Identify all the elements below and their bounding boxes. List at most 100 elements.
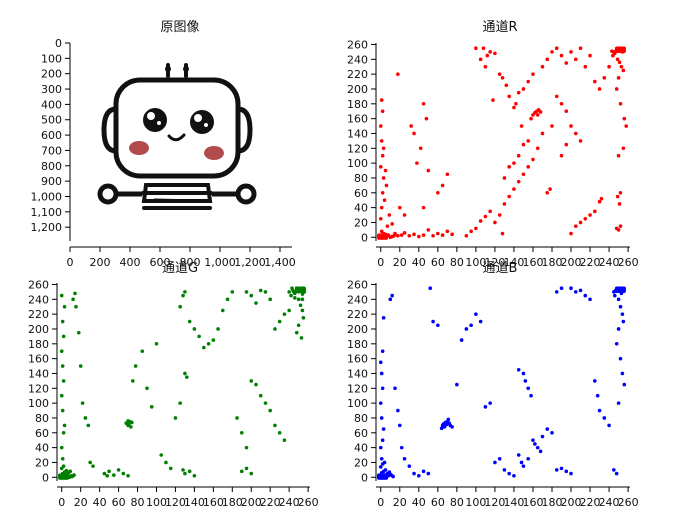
data-point bbox=[384, 183, 389, 188]
data-point bbox=[380, 349, 385, 354]
x-tick-label: 40 bbox=[93, 496, 107, 509]
data-point bbox=[381, 427, 386, 431]
x-tick-label: 40 bbox=[412, 256, 426, 269]
data-point bbox=[60, 364, 65, 368]
data-point bbox=[488, 401, 492, 405]
data-point bbox=[381, 146, 386, 151]
data-point bbox=[244, 290, 249, 294]
chart-title: 原图像 bbox=[160, 20, 199, 35]
x-tick-label: 260 bbox=[618, 256, 639, 269]
data-point bbox=[378, 465, 383, 469]
data-point bbox=[617, 60, 622, 65]
y-tick-label: 160 bbox=[347, 353, 368, 366]
data-point bbox=[302, 286, 306, 291]
data-point bbox=[611, 53, 615, 58]
data-point bbox=[399, 445, 404, 450]
y-tick-label: 20 bbox=[354, 216, 368, 229]
data-point bbox=[282, 438, 287, 443]
data-point bbox=[616, 297, 621, 302]
data-point bbox=[622, 286, 626, 291]
data-point bbox=[540, 434, 545, 439]
data-point bbox=[384, 473, 389, 477]
data-point bbox=[380, 190, 385, 195]
y-tick-label: 120 bbox=[28, 382, 49, 395]
x-tick-label: 0 bbox=[377, 256, 384, 269]
data-point bbox=[569, 231, 573, 236]
data-point bbox=[396, 408, 400, 413]
data-point bbox=[516, 90, 521, 95]
data-point bbox=[597, 199, 602, 204]
data-point bbox=[569, 50, 573, 54]
data-point bbox=[621, 146, 626, 151]
chart-title: 通道G bbox=[162, 261, 198, 276]
data-point bbox=[185, 375, 189, 379]
y-tick-label: 220 bbox=[28, 308, 49, 321]
data-point bbox=[618, 304, 623, 309]
axes: 0 200 400 600 800 1,0001,2001,400010020030040… bbox=[31, 37, 296, 269]
data-point bbox=[379, 456, 384, 461]
data-point bbox=[583, 64, 588, 69]
data-point bbox=[554, 46, 559, 50]
data-point bbox=[380, 153, 385, 158]
data-point bbox=[578, 139, 583, 143]
data-point bbox=[379, 205, 384, 210]
data-point bbox=[616, 76, 621, 80]
data-point bbox=[602, 76, 607, 80]
data-point bbox=[258, 393, 263, 398]
data-point bbox=[412, 232, 416, 237]
data-point bbox=[621, 319, 626, 324]
data-point bbox=[533, 442, 537, 446]
panel-channel-r: 通道R 0 20 40 60 80 100120140160180200220240260… bbox=[347, 20, 639, 269]
data-point bbox=[535, 113, 540, 117]
data-point bbox=[378, 216, 383, 221]
data-point bbox=[192, 474, 197, 478]
data-point bbox=[578, 288, 583, 293]
scatter-points bbox=[58, 286, 307, 480]
data-point bbox=[387, 213, 392, 217]
data-point bbox=[159, 453, 164, 457]
data-point bbox=[583, 293, 588, 298]
data-point bbox=[268, 408, 273, 413]
data-point bbox=[607, 423, 611, 428]
data-point bbox=[516, 153, 521, 158]
data-point bbox=[187, 319, 192, 324]
x-tick-label: 100 bbox=[465, 496, 486, 509]
x-tick-label: 260 bbox=[298, 496, 319, 509]
data-point bbox=[588, 213, 592, 217]
data-point bbox=[426, 168, 431, 173]
data-point bbox=[277, 430, 282, 435]
data-point bbox=[301, 316, 306, 320]
robot-neck bbox=[141, 183, 213, 203]
x-tick-label: 200 bbox=[241, 496, 262, 509]
data-point bbox=[507, 471, 511, 476]
data-point bbox=[421, 102, 426, 106]
data-point bbox=[244, 466, 249, 471]
hand-left bbox=[97, 183, 119, 205]
y-tick-label: 600 bbox=[41, 129, 62, 142]
data-point bbox=[183, 371, 187, 376]
data-point bbox=[71, 297, 75, 302]
data-point bbox=[559, 102, 564, 106]
y-tick-label: 260 bbox=[347, 278, 368, 291]
panel-original-image: 原图像 0 200 400 600 800 1,0001,2001,40001002003… bbox=[31, 20, 296, 269]
data-point bbox=[614, 471, 619, 476]
data-point bbox=[545, 427, 550, 431]
data-point bbox=[618, 102, 623, 106]
data-point bbox=[65, 473, 70, 477]
x-tick-label: 20 bbox=[393, 496, 407, 509]
data-point bbox=[564, 142, 569, 147]
ear-right bbox=[235, 106, 253, 154]
data-point bbox=[126, 419, 130, 423]
y-tick-label: 240 bbox=[347, 53, 368, 66]
data-point bbox=[296, 297, 301, 302]
x-tick-label: 1,000 bbox=[204, 256, 236, 269]
y-tick-label: 140 bbox=[28, 367, 49, 380]
data-point bbox=[80, 401, 85, 405]
data-point bbox=[481, 46, 486, 50]
y-tick-label: 60 bbox=[354, 427, 368, 440]
data-point bbox=[383, 468, 388, 472]
y-tick-label: 700 bbox=[41, 144, 62, 157]
data-point bbox=[249, 293, 254, 298]
y-tick-label: 220 bbox=[347, 68, 368, 81]
data-point bbox=[154, 342, 159, 346]
